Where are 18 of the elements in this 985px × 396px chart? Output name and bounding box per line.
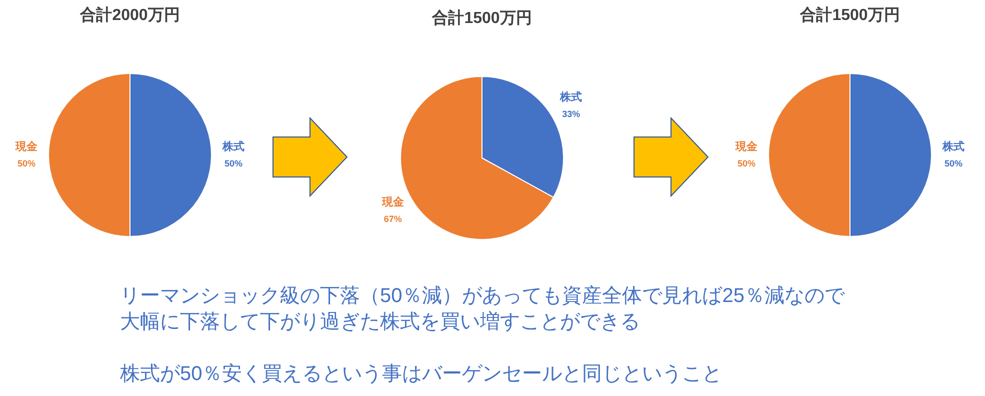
data-label: 50%	[17, 158, 36, 168]
text: 株式が50％安く買えるという事はバーゲンセールと同じということ	[120, 362, 724, 387]
slice-label: 株式	[222, 140, 244, 154]
data-label: 67%	[384, 214, 402, 224]
slice-label: 株式	[559, 90, 582, 104]
data-label: 50%	[224, 158, 243, 168]
slice-label: 現金	[734, 140, 758, 154]
chart-title: 合計2000万円	[78, 5, 181, 26]
slice-label: 株式	[942, 140, 964, 154]
slice-label: 現金	[14, 140, 38, 154]
text: 大幅に下落して下がり過ぎた株式を買い増すことができる	[120, 310, 641, 335]
chart-title: 合計1500万円	[798, 5, 901, 26]
chart-title: 合計1500万円	[430, 8, 533, 29]
slice-label: 現金	[380, 196, 405, 209]
text: リーマンショック級の下落（50％減）があっても資産全体で見れば25％減なので	[120, 284, 844, 309]
data-label: 33%	[562, 108, 580, 119]
data-label: 50%	[944, 158, 963, 168]
data-label: 50%	[737, 158, 756, 168]
